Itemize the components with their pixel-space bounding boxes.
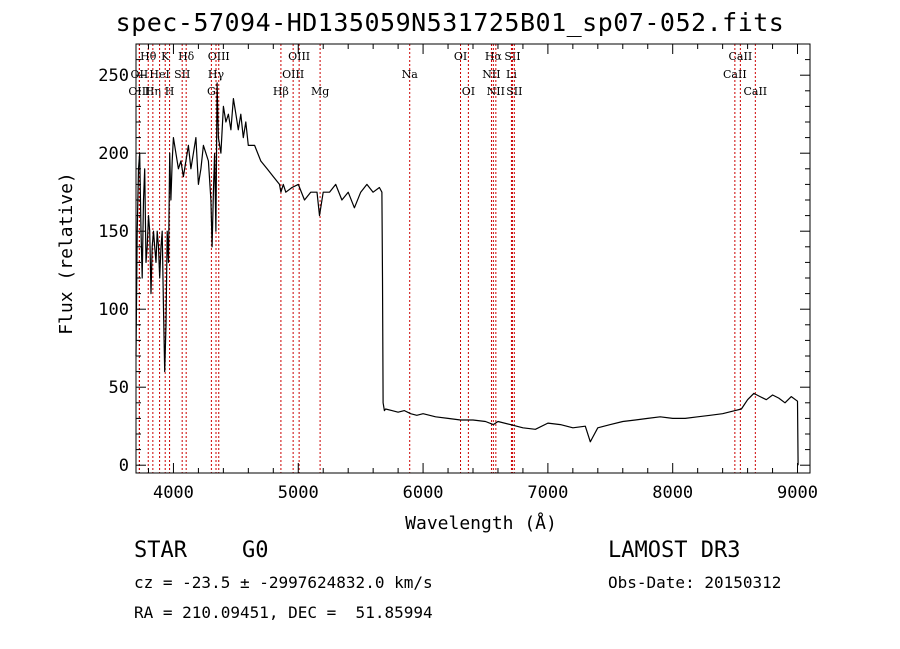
line-label-0: Hθ [140,50,157,63]
line-label-4: K [161,50,170,63]
redshift-readout: cz = -23.5 ± -2997624832.0 km/s [134,573,433,592]
line-label-23: Li [506,68,517,81]
line-label-24: SII [506,85,522,98]
spectrum-line [135,82,799,466]
line-label-16: Na [402,68,419,81]
line-label-5: HeI [149,68,169,81]
x-tick-label-5: 9000 [777,483,818,503]
line-label-11: G [207,85,216,98]
x-axis-label: Wavelength (Å) [405,512,557,534]
line-label-19: Hα [485,50,503,63]
line-label-10: Hγ [208,68,225,81]
obs-date: Obs-Date: 20150312 [608,573,782,592]
line-label-26: CaII [723,68,747,81]
x-tick-label-2: 6000 [403,483,444,503]
y-tick-label-3: 150 [98,222,129,242]
x-tick-label-1: 5000 [278,483,319,503]
line-label-15: Mg [311,85,329,98]
line-label-6: H [165,85,175,98]
y-tick-label-2: 100 [98,300,129,320]
y-tick-label-5: 250 [98,66,129,86]
line-label-13: OIII [282,68,304,81]
line-label-27: CaII [743,85,767,98]
line-label-2: OIII [128,85,150,98]
line-label-21: NII [487,85,505,98]
survey-label: LAMOST DR3 [608,538,741,563]
x-tick-label-0: 4000 [153,483,194,503]
y-tick-label-1: 50 [109,378,129,398]
y-axis-label: Flux (relative) [56,172,77,335]
y-tick-label-4: 200 [98,144,129,164]
line-label-9: OIII [208,50,230,63]
plot-frame [135,43,811,474]
line-label-3: Hη [145,85,161,98]
line-label-8: SII [174,68,190,81]
line-label-17: OI [454,50,467,63]
line-label-20: NII [482,68,500,81]
object-class: STAR [134,538,187,563]
line-label-14: Hβ [273,85,289,98]
line-label-1: OII [131,68,149,81]
x-tick-label-3: 7000 [527,483,568,503]
line-label-12: OIII [288,50,310,63]
line-label-22: SII [504,50,520,63]
line-label-18: OI [462,85,475,98]
object-subclass: G0 [242,538,269,563]
line-label-25: CaII [729,50,753,63]
line-label-7: Hδ [178,50,195,63]
chart-title: spec-57094-HD135059N531725B01_sp07-052.f… [115,8,785,37]
x-tick-label-4: 8000 [652,483,693,503]
y-tick-label-0: 0 [119,456,129,476]
coordinates: RA = 210.09451, DEC = 51.85994 [134,603,433,622]
